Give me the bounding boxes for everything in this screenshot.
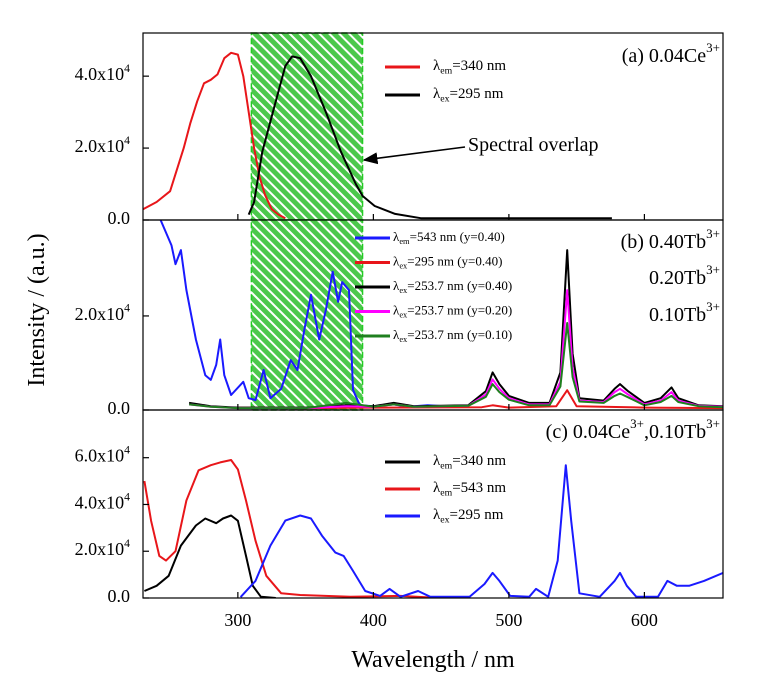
legend-label: λem=543 nm (y=0.40) bbox=[393, 229, 505, 246]
arrow bbox=[362, 146, 466, 165]
plot-frame bbox=[142, 409, 724, 599]
line bbox=[143, 459, 440, 598]
line bbox=[247, 55, 612, 220]
annotation: (b) 0.40Tb3+ bbox=[621, 226, 720, 253]
y-tick-label: 4.0x104 bbox=[75, 62, 131, 85]
y-tick-label: 0.0 bbox=[108, 208, 131, 228]
y-tick-label: 2.0x104 bbox=[75, 301, 131, 324]
plot-lines bbox=[143, 459, 723, 598]
y-tick-label: 2.0x104 bbox=[75, 134, 131, 157]
legend-label: λem=543 nm bbox=[433, 480, 506, 498]
legend-label: λem=340 nm bbox=[433, 58, 506, 76]
legend-label: λex=253.7 nm (y=0.10) bbox=[393, 327, 512, 344]
line bbox=[188, 322, 723, 410]
legend-label: λex=253.7 nm (y=0.40) bbox=[393, 278, 512, 295]
x-tick-label: 300 bbox=[224, 610, 251, 630]
annotation: (a) 0.04Ce3+ bbox=[622, 40, 720, 67]
legend-label: λem=340 nm bbox=[433, 453, 506, 471]
legend-label: λex=295 nm bbox=[433, 507, 504, 525]
y-tick-label: 0.0 bbox=[108, 586, 131, 606]
annotation: (c) 0.04Ce3+,0.10Tb3+ bbox=[546, 416, 720, 443]
annotation: 0.10Tb3+ bbox=[649, 299, 720, 326]
x-tick-label: 600 bbox=[631, 610, 658, 630]
line bbox=[144, 514, 276, 598]
y-tick-label: 6.0x104 bbox=[75, 443, 131, 466]
y-tick-label: 4.0x104 bbox=[75, 490, 131, 513]
x-tick-label: 400 bbox=[360, 610, 387, 630]
annotation: Spectral overlap bbox=[468, 134, 599, 156]
legend-label: λex=253.7 nm (y=0.20) bbox=[393, 302, 512, 319]
plot-lines bbox=[143, 51, 612, 220]
line bbox=[159, 220, 446, 408]
annotation: 0.20Tb3+ bbox=[649, 262, 720, 289]
x-axis-label: Wavelength / nm bbox=[351, 647, 515, 673]
legend-label: λex=295 nm bbox=[433, 86, 504, 104]
y-axis-label: Intensity / (a.u.) bbox=[24, 233, 50, 386]
x-tick-label: 500 bbox=[495, 610, 522, 630]
y-tick-label: 0.0 bbox=[108, 398, 131, 418]
legend-label: λex=295 nm (y=0.40) bbox=[393, 253, 502, 270]
y-tick-label: 2.0x104 bbox=[75, 537, 131, 560]
line bbox=[239, 464, 723, 598]
line bbox=[143, 51, 286, 220]
